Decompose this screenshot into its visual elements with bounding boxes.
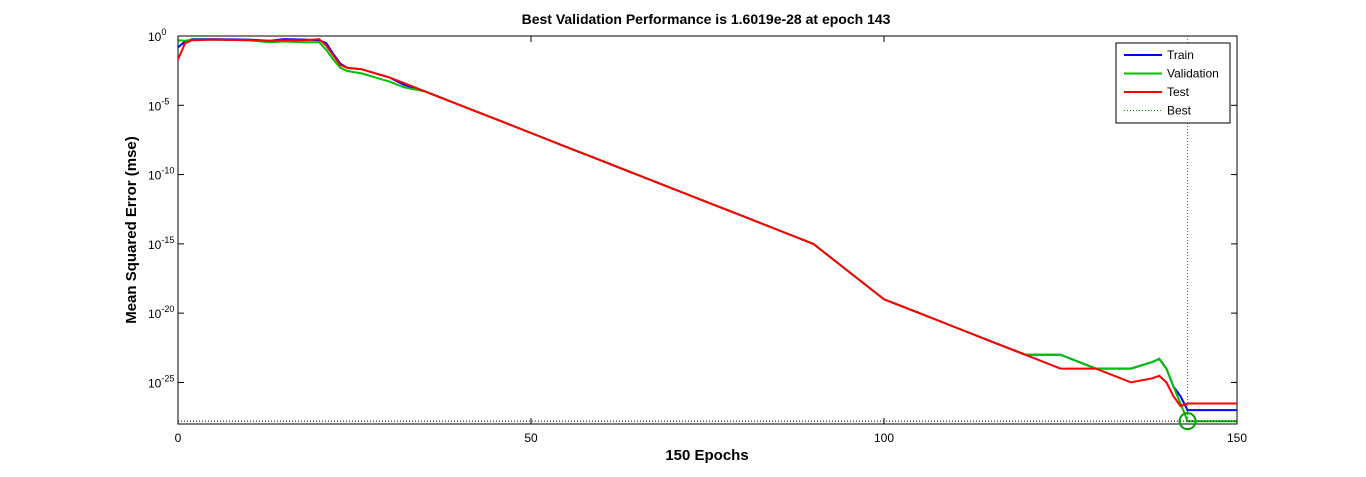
y-tick-label: 10-25 xyxy=(148,373,174,390)
x-tick-label: 0 xyxy=(175,431,182,445)
x-tick-label: 50 xyxy=(524,431,538,445)
y-tick-label: 10-20 xyxy=(148,304,174,321)
chart-title: Best Validation Performance is 1.6019e-2… xyxy=(522,11,891,27)
plot-area: 0 50 100 150 100 10-5 10-10 10-15 10-20 10-25 xyxy=(148,27,1247,445)
best-markers xyxy=(178,36,1237,431)
best-point-marker xyxy=(1178,412,1197,431)
x-axis-label: 150 Epochs xyxy=(665,447,748,464)
y-tick-label: 10-5 xyxy=(148,96,169,113)
legend-label-train: Train xyxy=(1167,48,1194,62)
series-line-test xyxy=(177,38,1237,408)
x-tick-label: 100 xyxy=(874,431,894,445)
y-tick-label: 10-15 xyxy=(148,235,174,252)
x-tick-label: 150 xyxy=(1227,431,1247,445)
legend-label-test: Test xyxy=(1167,85,1190,99)
legend-label-best: Best xyxy=(1167,104,1192,118)
y-axis-label: Mean Squared Error (mse) xyxy=(123,136,140,324)
legend-items: Train Validation Test Best xyxy=(1124,48,1219,118)
series-layer xyxy=(177,38,1237,423)
legend: Train Validation Test Best xyxy=(1115,42,1231,124)
legend-box xyxy=(1115,42,1231,124)
plot-frame xyxy=(177,35,1238,425)
legend-label-validation: Validation xyxy=(1167,67,1219,81)
y-tick-label: 100 xyxy=(148,27,166,44)
y-tick-label: 10-10 xyxy=(148,166,174,183)
axis-ticks: 0 50 100 150 100 10-5 10-10 10-15 10-20 10-25 xyxy=(148,27,1247,445)
